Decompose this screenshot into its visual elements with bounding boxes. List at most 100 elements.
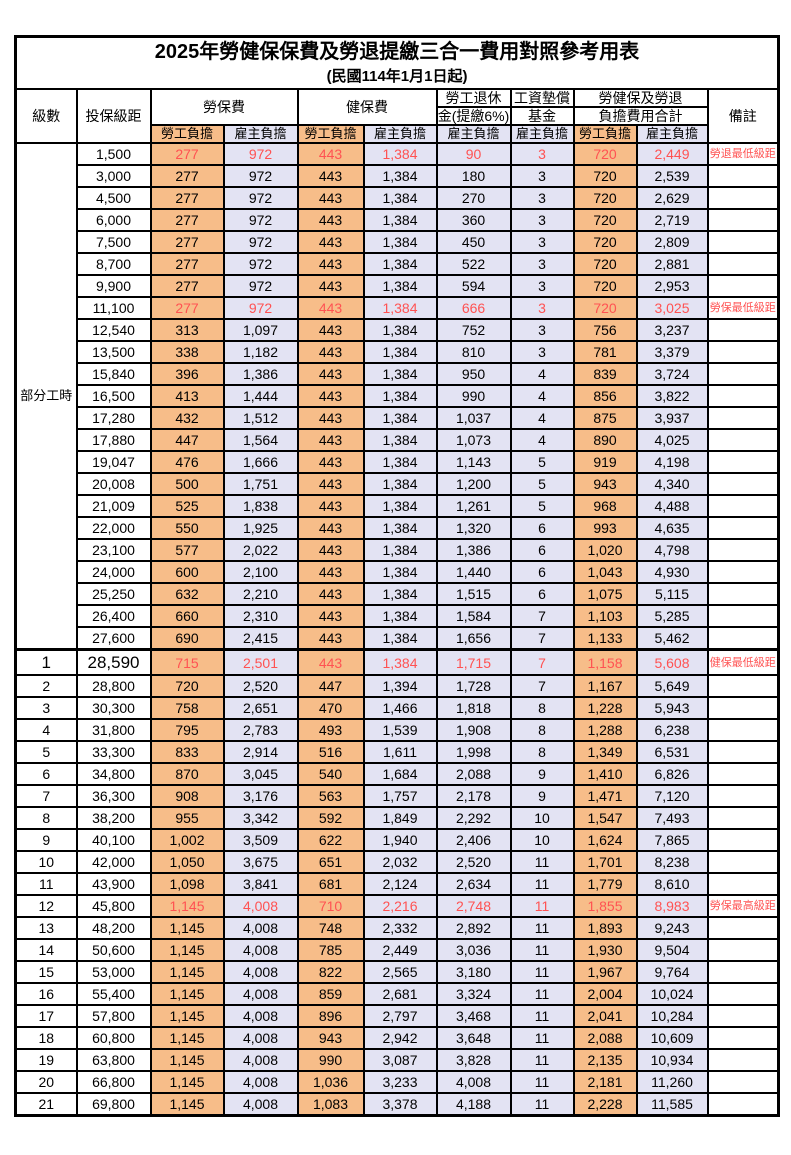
health-insurance-employer-cell: 1,394 xyxy=(362,674,438,698)
total-employer-cell: 2,881 xyxy=(635,252,709,276)
part-time-group-label: 部分工時 xyxy=(14,142,78,651)
health-insurance-employer-cell: 1,384 xyxy=(362,186,438,210)
table-row: 13,500 338 1,182 443 1,384 810 3 781 3,379 xyxy=(16,340,780,364)
table-row: 16,500 413 1,444 443 1,384 990 4 856 3,822 xyxy=(16,384,780,408)
health-insurance-employee-cell: 516 xyxy=(296,740,365,764)
level-cell: 6 xyxy=(14,762,78,786)
table-row: 17 57,800 1,145 4,008 896 2,797 3,468 11 2,041 10… xyxy=(14,1004,780,1028)
total-employee-cell: 1,020 xyxy=(572,538,638,562)
labor-insurance-employee-cell: 277 xyxy=(149,296,225,320)
labor-insurance-employee-cell: 1,145 xyxy=(149,938,225,962)
total-employee-cell: 1,967 xyxy=(572,960,638,984)
labor-insurance-employer-cell: 3,675 xyxy=(222,850,299,874)
remark-cell xyxy=(706,450,780,474)
health-insurance-employer-cell: 2,124 xyxy=(362,872,438,896)
health-insurance-employee-cell: 443 xyxy=(296,406,365,430)
labor-insurance-employer-cell: 3,342 xyxy=(222,806,299,830)
health-insurance-employer-cell: 1,384 xyxy=(362,318,438,342)
table-row: 24,000 600 2,100 443 1,384 1,440 6 1,043 4,930 xyxy=(16,560,780,584)
health-insurance-employee-cell: 443 xyxy=(296,648,365,676)
total-employee-cell: 720 xyxy=(572,142,638,166)
total-employer-cell: 4,635 xyxy=(635,516,709,540)
pension-employer-cell: 90 xyxy=(435,142,512,166)
labor-insurance-employer-cell: 972 xyxy=(222,186,299,210)
level-cell: 18 xyxy=(14,1026,78,1050)
labor-insurance-employer-cell: 972 xyxy=(222,274,299,298)
labor-insurance-employee-cell: 447 xyxy=(149,428,225,452)
labor-insurance-employer-cell: 1,444 xyxy=(222,384,299,408)
col-header-wage-fund-line1: 工資墊償 xyxy=(509,88,575,108)
remark-cell xyxy=(706,252,780,276)
total-employee-cell: 1,133 xyxy=(572,626,638,651)
title-cell: 2025年勞健保保費及勞退提繳三合一費用對照參考用表 (民國114年1月1日起) xyxy=(14,35,780,90)
wage-fund-employer-cell: 4 xyxy=(509,428,575,452)
labor-insurance-employee-cell: 690 xyxy=(149,626,225,651)
remark-cell xyxy=(706,560,780,584)
wage-fund-employer-cell: 6 xyxy=(509,516,575,540)
table-row: 8,700 277 972 443 1,384 522 3 720 2,881 xyxy=(16,252,780,276)
health-insurance-employee-cell: 822 xyxy=(296,960,365,984)
pension-employer-cell: 950 xyxy=(435,362,512,386)
subheader-health-employee: 勞工負擔 xyxy=(296,124,365,144)
salary-cell: 66,800 xyxy=(75,1070,152,1094)
remark-cell: 勞保最高級距 xyxy=(706,894,780,918)
pension-employer-cell: 594 xyxy=(435,274,512,298)
wage-fund-employer-cell: 3 xyxy=(509,186,575,210)
labor-insurance-employee-cell: 313 xyxy=(149,318,225,342)
table-row: 23,100 577 2,022 443 1,384 1,386 6 1,020 4,798 xyxy=(16,538,780,562)
wage-fund-employer-cell: 11 xyxy=(509,1048,575,1072)
wage-fund-employer-cell: 7 xyxy=(509,674,575,698)
pension-employer-cell: 810 xyxy=(435,340,512,364)
salary-cell: 50,600 xyxy=(75,938,152,962)
labor-insurance-employee-cell: 833 xyxy=(149,740,225,764)
labor-insurance-employee-cell: 500 xyxy=(149,472,225,496)
total-employer-cell: 10,024 xyxy=(635,982,709,1006)
subheader-labor-employer: 雇主負擔 xyxy=(222,124,299,144)
salary-cell: 69,800 xyxy=(75,1092,152,1117)
labor-insurance-employer-cell: 4,008 xyxy=(222,1048,299,1072)
pension-employer-cell: 1,200 xyxy=(435,472,512,496)
labor-insurance-employee-cell: 1,145 xyxy=(149,982,225,1006)
health-insurance-employer-cell: 1,757 xyxy=(362,784,438,808)
pension-employer-cell: 2,520 xyxy=(435,850,512,874)
salary-cell: 24,000 xyxy=(75,560,152,584)
remark-cell xyxy=(706,674,780,698)
remark-cell xyxy=(706,718,780,742)
labor-insurance-employer-cell: 1,666 xyxy=(222,450,299,474)
health-insurance-employer-cell: 1,384 xyxy=(362,274,438,298)
total-employer-cell: 2,809 xyxy=(635,230,709,254)
total-employee-cell: 720 xyxy=(572,186,638,210)
health-insurance-employer-cell: 1,384 xyxy=(362,626,438,651)
health-insurance-employee-cell: 990 xyxy=(296,1048,365,1072)
labor-insurance-employer-cell: 1,386 xyxy=(222,362,299,386)
table-row: 21,009 525 1,838 443 1,384 1,261 5 968 4,488 xyxy=(16,494,780,518)
pension-employer-cell: 450 xyxy=(435,230,512,254)
remark-cell: 勞保最低級距 xyxy=(706,296,780,320)
total-employer-cell: 3,822 xyxy=(635,384,709,408)
table-row: 19 63,800 1,145 4,008 990 3,087 3,828 11 2,135 10… xyxy=(14,1048,780,1072)
health-insurance-employer-cell: 2,565 xyxy=(362,960,438,984)
pension-employer-cell: 522 xyxy=(435,252,512,276)
labor-insurance-employee-cell: 870 xyxy=(149,762,225,786)
pension-employer-cell: 666 xyxy=(435,296,512,320)
col-header-bracket: 投保級距 xyxy=(75,88,152,144)
wage-fund-employer-cell: 3 xyxy=(509,142,575,166)
labor-insurance-employer-cell: 2,210 xyxy=(222,582,299,606)
pension-employer-cell: 2,634 xyxy=(435,872,512,896)
health-insurance-employer-cell: 3,087 xyxy=(362,1048,438,1072)
salary-cell: 26,400 xyxy=(75,604,152,628)
salary-cell: 55,400 xyxy=(75,982,152,1006)
salary-cell: 28,590 xyxy=(75,648,152,676)
labor-insurance-employee-cell: 758 xyxy=(149,696,225,720)
table-row: 25,250 632 2,210 443 1,384 1,515 6 1,075 5,115 xyxy=(16,582,780,606)
wage-fund-employer-cell: 8 xyxy=(509,718,575,742)
health-insurance-employer-cell: 1,849 xyxy=(362,806,438,830)
remark-cell: 健保最低級距 xyxy=(706,648,780,676)
labor-insurance-employee-cell: 1,002 xyxy=(149,828,225,852)
table-row: 17,280 432 1,512 443 1,384 1,037 4 875 3,937 xyxy=(16,406,780,430)
subheader-labor-employee: 勞工負擔 xyxy=(149,124,225,144)
wage-fund-employer-cell: 3 xyxy=(509,274,575,298)
level-cell: 16 xyxy=(14,982,78,1006)
total-employer-cell: 4,198 xyxy=(635,450,709,474)
table-row: 9,900 277 972 443 1,384 594 3 720 2,953 xyxy=(16,274,780,298)
